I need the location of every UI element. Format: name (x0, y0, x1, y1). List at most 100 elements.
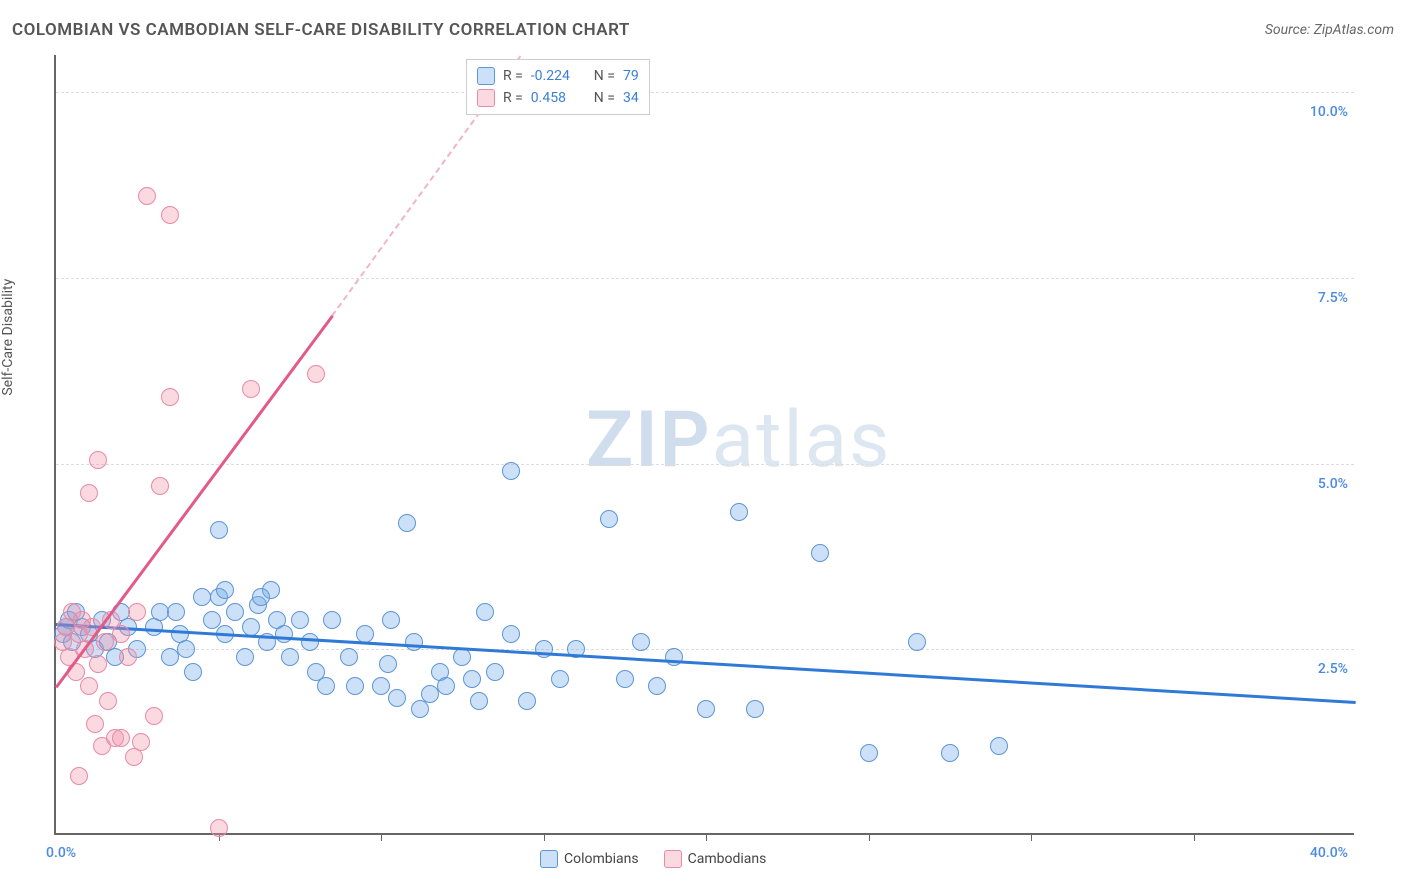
stats-n-value: 34 (623, 90, 639, 106)
scatter-point (70, 767, 88, 785)
scatter-point (476, 603, 494, 621)
scatter-point (746, 700, 764, 718)
scatter-point (405, 633, 423, 651)
scatter-point (811, 544, 829, 562)
scatter-point (119, 648, 137, 666)
x-min-label: 0.0% (46, 845, 76, 861)
scatter-point (990, 737, 1008, 755)
scatter-point (502, 462, 520, 480)
y-tick-label: 5.0% (1318, 476, 1348, 492)
stats-r-label: R = (503, 68, 523, 84)
scatter-plot-area: ZIPatlas 2.5%5.0%7.5%10.0%0.0%40.0%R =-0… (54, 55, 1354, 835)
scatter-point (908, 633, 926, 651)
legend-label: Cambodians (688, 851, 767, 867)
scatter-point (167, 603, 185, 621)
scatter-point (236, 648, 254, 666)
scatter-point (216, 581, 234, 599)
stats-n-label: N = (594, 68, 615, 84)
regression-line (56, 623, 1356, 703)
scatter-point (161, 206, 179, 224)
scatter-point (151, 477, 169, 495)
x-tick (544, 833, 545, 841)
scatter-point (463, 670, 481, 688)
x-tick (381, 833, 382, 841)
scatter-point (317, 677, 335, 695)
scatter-point (421, 685, 439, 703)
scatter-point (346, 677, 364, 695)
scatter-point (340, 648, 358, 666)
scatter-point (281, 648, 299, 666)
scatter-point (632, 633, 650, 651)
stats-n-label: N = (594, 90, 615, 106)
scatter-point (535, 640, 553, 658)
stats-swatch (477, 89, 495, 107)
scatter-point (323, 611, 341, 629)
stats-r-value: 0.458 (531, 90, 586, 106)
scatter-point (210, 819, 228, 837)
scatter-point (226, 603, 244, 621)
scatter-point (697, 700, 715, 718)
scatter-point (860, 744, 878, 762)
scatter-point (177, 640, 195, 658)
y-tick-label: 10.0% (1310, 104, 1348, 120)
scatter-point (665, 648, 683, 666)
scatter-point (80, 484, 98, 502)
scatter-point (382, 611, 400, 629)
legend: Colombians Cambodians (540, 850, 766, 868)
gridline (56, 464, 1354, 465)
scatter-point (210, 521, 228, 539)
scatter-point (128, 603, 146, 621)
scatter-point (291, 611, 309, 629)
stats-row: R =-0.224N =79 (477, 65, 639, 87)
scatter-point (730, 503, 748, 521)
scatter-point (86, 715, 104, 733)
scatter-point (301, 633, 319, 651)
scatter-point (242, 618, 260, 636)
stats-r-value: -0.224 (531, 68, 586, 84)
scatter-point (80, 677, 98, 695)
scatter-point (388, 689, 406, 707)
scatter-point (616, 670, 634, 688)
scatter-point (252, 588, 270, 606)
legend-label: Colombians (564, 851, 639, 867)
scatter-point (99, 692, 117, 710)
stats-box: R =-0.224N =79R =0.458N =34 (466, 59, 650, 115)
y-tick-label: 7.5% (1318, 290, 1348, 306)
scatter-point (372, 677, 390, 695)
gridline (56, 92, 1354, 93)
stats-r-label: R = (503, 90, 523, 106)
scatter-point (551, 670, 569, 688)
scatter-point (112, 625, 130, 643)
scatter-point (161, 648, 179, 666)
scatter-point (470, 692, 488, 710)
chart-title: COLOMBIAN VS CAMBODIAN SELF-CARE DISABIL… (12, 20, 630, 40)
scatter-point (184, 663, 202, 681)
scatter-point (203, 611, 221, 629)
gridline (56, 278, 1354, 279)
scatter-point (132, 733, 150, 751)
watermark: ZIPatlas (586, 395, 891, 486)
legend-swatch-cambodians (664, 850, 682, 868)
scatter-point (96, 633, 114, 651)
stats-swatch (477, 67, 495, 85)
scatter-point (161, 388, 179, 406)
x-tick (1031, 833, 1032, 841)
x-tick (1194, 833, 1195, 841)
legend-item-colombians: Colombians (540, 850, 639, 868)
scatter-point (941, 744, 959, 762)
scatter-point (379, 655, 397, 673)
x-tick (706, 833, 707, 841)
scatter-point (138, 187, 156, 205)
scatter-point (112, 729, 130, 747)
scatter-point (398, 514, 416, 532)
scatter-point (486, 663, 504, 681)
scatter-point (437, 677, 455, 695)
scatter-point (453, 648, 471, 666)
scatter-point (518, 692, 536, 710)
scatter-point (502, 625, 520, 643)
scatter-point (242, 380, 260, 398)
scatter-point (307, 365, 325, 383)
y-tick-label: 2.5% (1318, 661, 1348, 677)
x-tick (869, 833, 870, 841)
y-axis-label: Self-Care Disability (0, 279, 16, 396)
